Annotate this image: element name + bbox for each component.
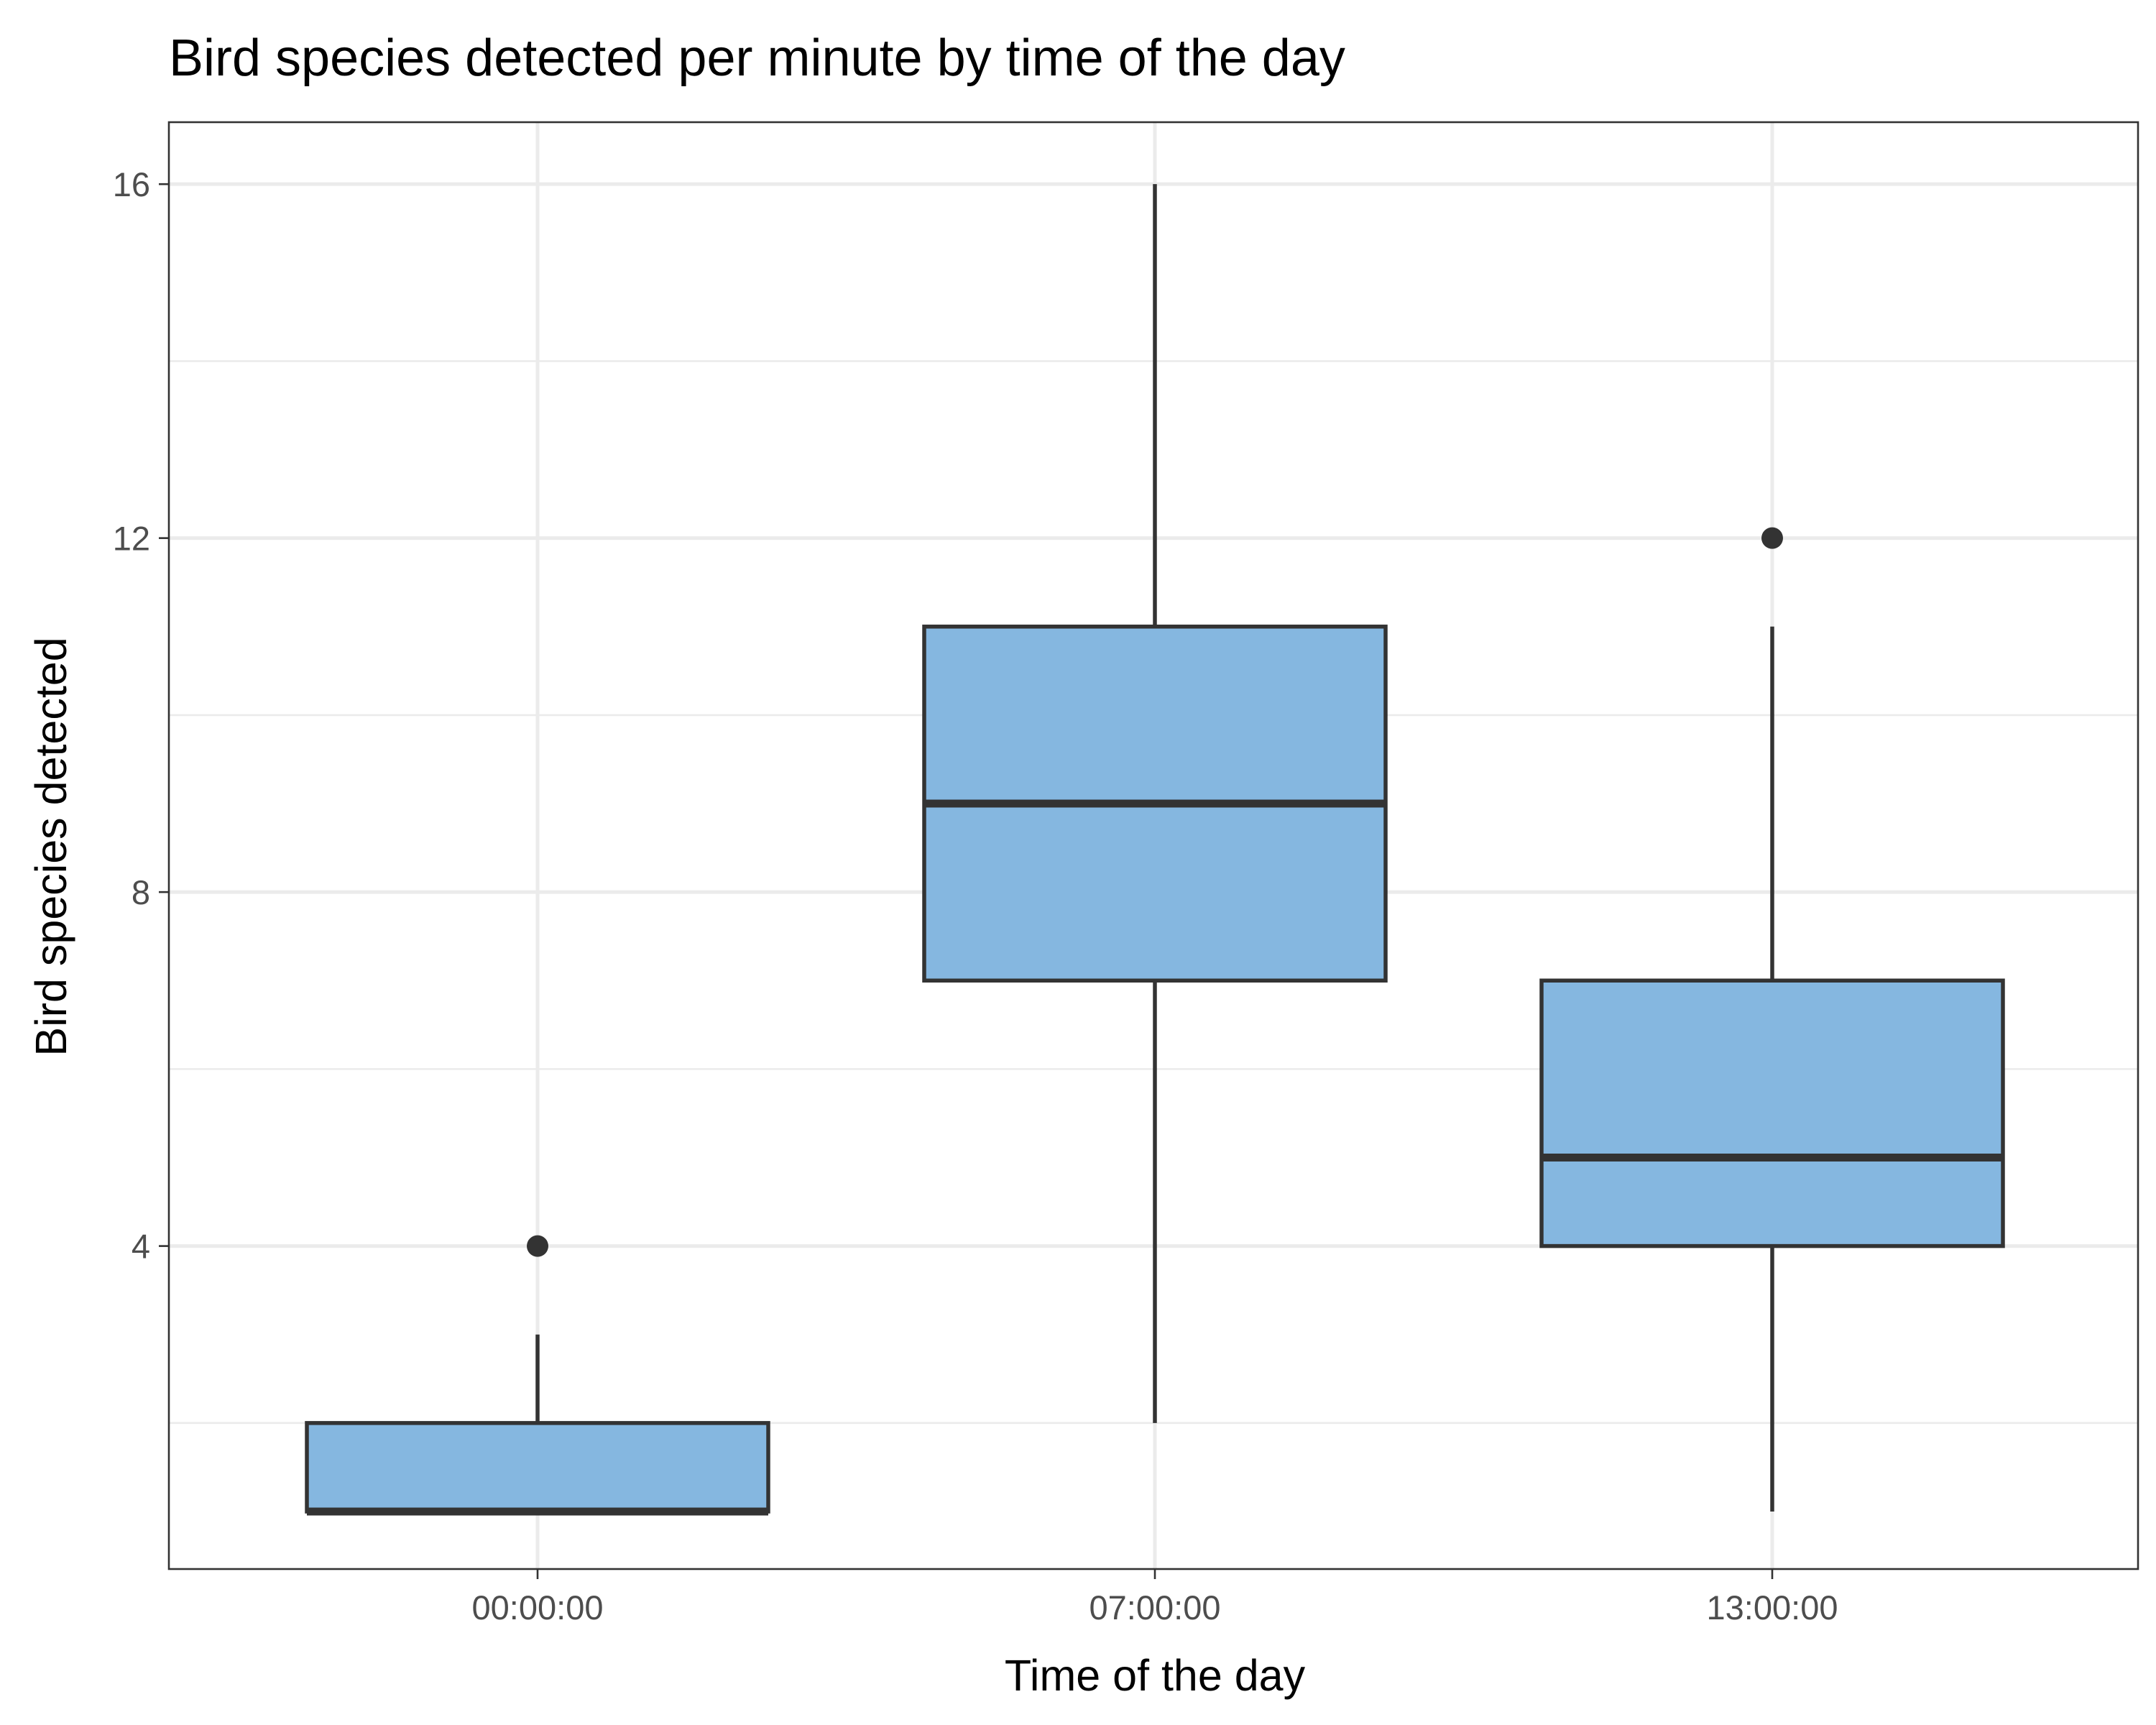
y-tick-label: 4 <box>132 1228 150 1266</box>
y-tick-label: 8 <box>132 873 150 911</box>
y-tick-label: 16 <box>113 165 150 203</box>
box <box>1539 978 2005 1248</box>
plot-area: 4 8 12 16 00:00:00 07:00:00 13:00:00 <box>113 121 2139 1627</box>
x-tick-label: 07:00:00 <box>1089 1588 1221 1627</box>
x-tick-label: 00:00:00 <box>472 1588 604 1627</box>
chart-title: Bird species detected per minute by time… <box>169 29 1345 87</box>
panel-border <box>167 121 2139 1570</box>
outlier-point <box>1761 527 1783 549</box>
box <box>305 1421 770 1514</box>
x-tick-label: 13:00:00 <box>1707 1588 1838 1627</box>
outlier-point <box>527 1235 548 1257</box>
y-axis-title: Bird species detected <box>27 637 75 1056</box>
x-axis-title: Time of the day <box>1005 1651 1306 1700</box>
y-tick-label: 12 <box>113 520 150 558</box>
